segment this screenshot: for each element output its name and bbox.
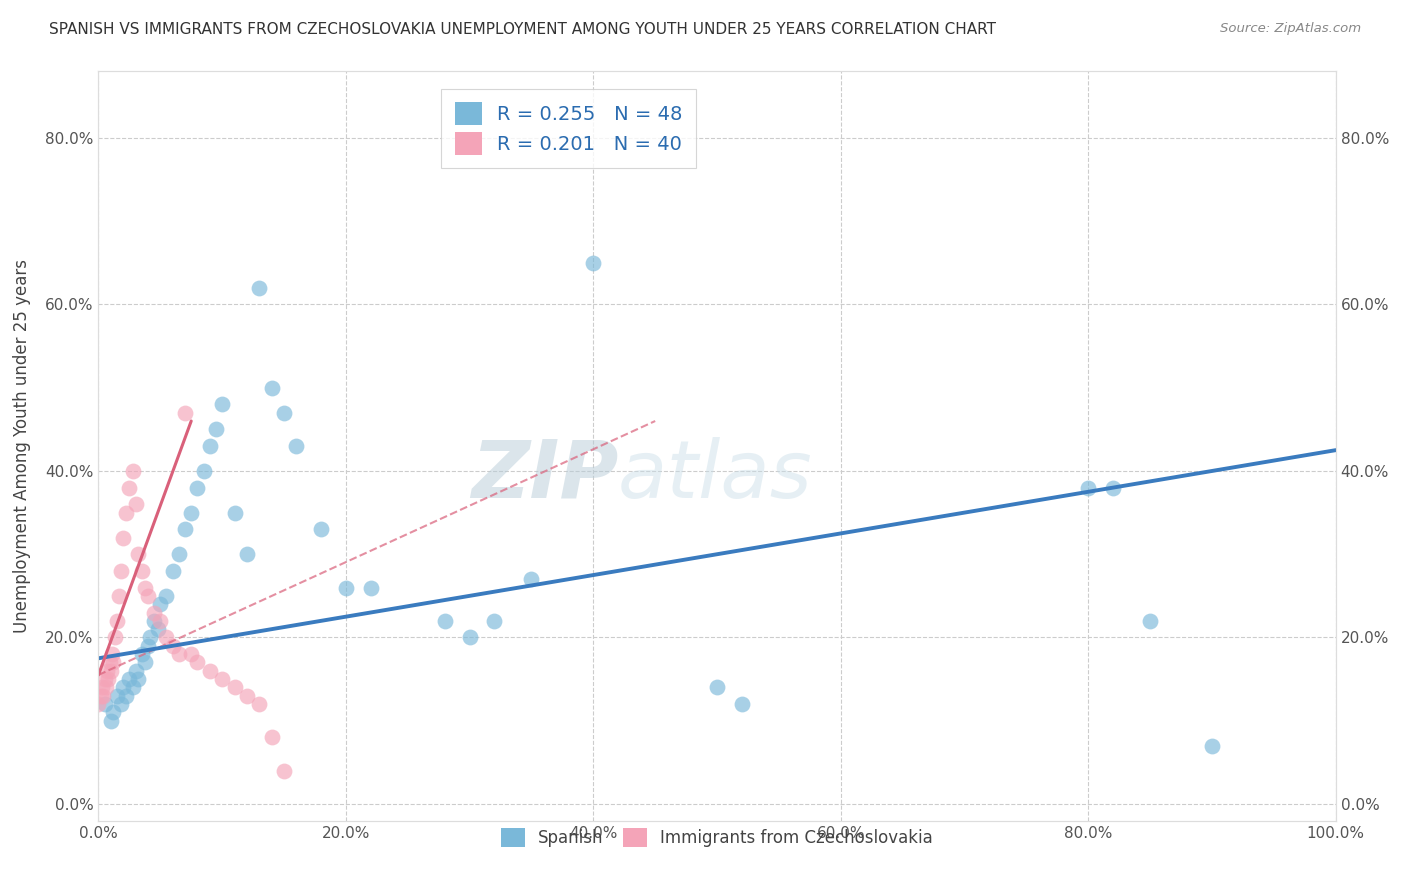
Point — [105, 689, 128, 703]
Text: Source: ZipAtlas.com: Source: ZipAtlas.com — [1220, 22, 1361, 36]
Point — [236, 689, 259, 703]
Point — [285, 439, 308, 453]
Point — [167, 647, 190, 661]
Point — [100, 664, 122, 678]
Point — [224, 506, 246, 520]
Point — [134, 581, 156, 595]
Point — [335, 581, 357, 595]
Point — [100, 714, 122, 728]
Point — [458, 631, 481, 645]
Point — [127, 547, 149, 561]
Point — [260, 731, 283, 745]
Point — [582, 256, 605, 270]
Point — [103, 706, 125, 720]
Point — [186, 481, 208, 495]
Point — [224, 681, 246, 695]
Point — [174, 522, 197, 536]
Point — [110, 697, 132, 711]
Point — [101, 647, 124, 661]
Point — [93, 689, 115, 703]
Point — [122, 681, 145, 695]
Point — [273, 764, 295, 778]
Point — [731, 697, 754, 711]
Point — [198, 664, 221, 678]
Point — [236, 547, 259, 561]
Point — [136, 639, 159, 653]
Point — [520, 572, 543, 586]
Point — [127, 672, 149, 686]
Point — [186, 656, 208, 670]
Point — [360, 581, 382, 595]
Y-axis label: Unemployment Among Youth under 25 years: Unemployment Among Youth under 25 years — [13, 259, 31, 633]
Point — [131, 564, 153, 578]
Point — [309, 522, 332, 536]
Point — [211, 397, 233, 411]
Point — [180, 647, 202, 661]
Point — [108, 589, 131, 603]
Point — [146, 622, 169, 636]
Point — [103, 631, 125, 645]
Text: SPANISH VS IMMIGRANTS FROM CZECHOSLOVAKIA UNEMPLOYMENT AMONG YOUTH UNDER 25 YEAR: SPANISH VS IMMIGRANTS FROM CZECHOSLOVAKI… — [49, 22, 997, 37]
Point — [247, 281, 270, 295]
Point — [94, 681, 117, 695]
Point — [1102, 481, 1125, 495]
Point — [112, 681, 135, 695]
Point — [162, 564, 184, 578]
Point — [114, 689, 136, 703]
Point — [1201, 739, 1223, 753]
Point — [98, 656, 121, 670]
Legend: Spanish, Immigrants from Czechoslovakia: Spanish, Immigrants from Czechoslovakia — [495, 821, 939, 854]
Point — [136, 589, 159, 603]
Point — [174, 406, 197, 420]
Point — [198, 439, 221, 453]
Point — [122, 464, 145, 478]
Point — [484, 614, 506, 628]
Point — [124, 497, 146, 511]
Point — [105, 614, 128, 628]
Point — [149, 597, 172, 611]
Point — [143, 606, 166, 620]
Point — [706, 681, 728, 695]
Point — [193, 464, 215, 478]
Point — [155, 631, 177, 645]
Point — [1077, 481, 1099, 495]
Point — [97, 672, 120, 686]
Point — [433, 614, 456, 628]
Text: ZIP: ZIP — [471, 437, 619, 515]
Point — [155, 589, 177, 603]
Point — [112, 531, 135, 545]
Point — [205, 422, 228, 436]
Point — [110, 564, 132, 578]
Point — [139, 631, 162, 645]
Point — [162, 639, 184, 653]
Point — [90, 689, 112, 703]
Point — [93, 697, 115, 711]
Point — [96, 664, 118, 678]
Point — [247, 697, 270, 711]
Point — [167, 547, 190, 561]
Point — [118, 672, 141, 686]
Point — [118, 481, 141, 495]
Point — [134, 656, 156, 670]
Point — [124, 664, 146, 678]
Point — [91, 681, 114, 695]
Text: atlas: atlas — [619, 437, 813, 515]
Point — [260, 381, 283, 395]
Point — [87, 697, 110, 711]
Point — [143, 614, 166, 628]
Point — [114, 506, 136, 520]
Point — [149, 614, 172, 628]
Point — [131, 647, 153, 661]
Point — [273, 406, 295, 420]
Point — [93, 672, 115, 686]
Point — [211, 672, 233, 686]
Point — [103, 656, 125, 670]
Point — [1139, 614, 1161, 628]
Point — [180, 506, 202, 520]
